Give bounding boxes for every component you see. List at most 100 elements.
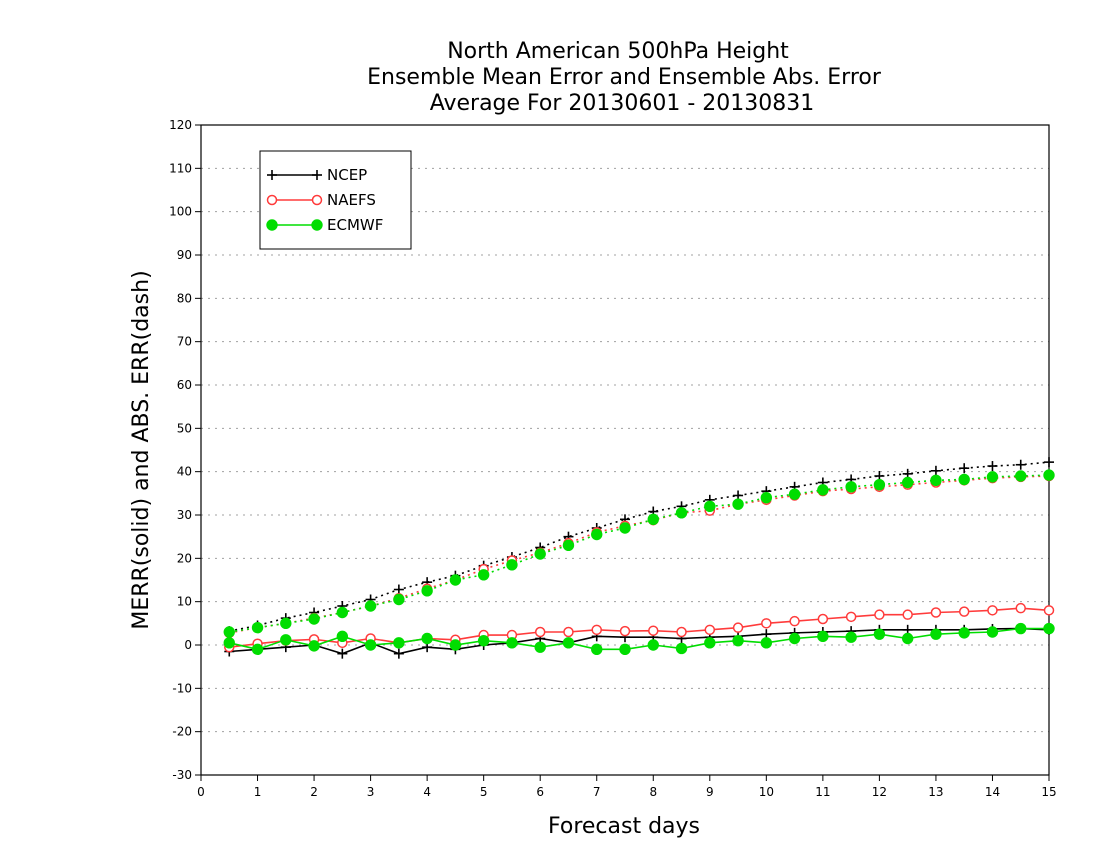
merr-point-ecmwf — [364, 639, 377, 651]
merr-point-ecmwf — [986, 626, 999, 638]
merr-point-ecmwf — [930, 628, 942, 640]
merr-point-ecmwf — [449, 639, 462, 651]
merr-point-ecmwf — [534, 641, 546, 653]
legend-marker — [311, 219, 323, 231]
legend-marker — [266, 194, 278, 206]
merr-point-ecmwf — [873, 628, 886, 640]
y-tick-label: 20 — [177, 551, 192, 565]
chart-title: North American 500hPa Height Ensemble Me… — [367, 39, 882, 116]
legend-item-ncep: NCEP — [267, 166, 367, 184]
x-tick-label: 11 — [815, 785, 830, 799]
merr-point-ecmwf — [647, 639, 659, 651]
x-tick-label: 7 — [593, 785, 601, 799]
legend-label: NCEP — [327, 166, 367, 184]
merr-point-ecmwf — [817, 630, 829, 643]
legend-marker — [266, 219, 278, 231]
merr-point-naefs — [930, 607, 942, 618]
abs-err-point-ecmwf — [675, 507, 688, 519]
abs-err-point-ecmwf — [308, 613, 320, 625]
merr-point-naefs — [563, 626, 574, 638]
merr-point-naefs — [987, 605, 998, 616]
x-tick-label: 0 — [197, 785, 205, 799]
merr-point-naefs — [1015, 602, 1026, 614]
abs-err-point-ncep — [1015, 459, 1026, 470]
merr-point-naefs — [676, 626, 687, 638]
legend-marker — [267, 170, 277, 180]
abs-err-point-ecmwf — [223, 626, 235, 638]
abs-err-point-ecmwf — [336, 606, 349, 619]
abs-err-point-ecmwf — [873, 478, 886, 491]
merr-point-ecmwf — [421, 632, 433, 645]
x-tick-label: 8 — [649, 785, 657, 799]
merr-point-naefs — [817, 613, 829, 625]
legend-item-ecmwf: ECMWF — [266, 216, 383, 234]
abs-err-point-ecmwf — [930, 474, 942, 487]
y-tick-label: 80 — [177, 291, 192, 305]
merr-point-naefs — [761, 618, 772, 629]
merr-point-naefs — [845, 611, 857, 623]
title-line-3: Average For 20130601 - 20130831 — [430, 91, 815, 116]
merr-point-naefs — [619, 625, 631, 637]
plot-area-frame — [200, 124, 1050, 776]
merr-point-ecmwf — [393, 637, 405, 649]
data-series — [223, 457, 1055, 659]
abs-err-point-ncep — [930, 465, 941, 476]
abs-err-line-naefs — [229, 475, 1050, 634]
merr-point-ecmwf — [788, 632, 801, 645]
x-tick-label: 15 — [1041, 785, 1056, 799]
abs-err-point-ncep — [393, 584, 404, 595]
merr-point-ncep — [337, 648, 348, 659]
merr-point-ecmwf — [591, 643, 603, 656]
abs-err-point-ecmwf — [562, 539, 575, 552]
abs-err-point-ecmwf — [986, 471, 999, 483]
y-tick-label: -20 — [172, 725, 192, 739]
y-tick-label: 120 — [169, 118, 192, 132]
merr-point-ecmwf — [901, 632, 914, 645]
merr-point-naefs — [874, 609, 885, 620]
merr-point-naefs — [732, 622, 744, 633]
merr-point-ecmwf — [760, 637, 773, 649]
x-tick-label: 1 — [254, 785, 262, 799]
y-tick-label: -30 — [172, 768, 192, 782]
x-tick-label: 5 — [480, 785, 488, 799]
abs-err-point-ecmwf — [364, 600, 377, 612]
abs-err-point-ecmwf — [958, 473, 970, 486]
abs-err-point-ecmwf — [421, 585, 433, 597]
x-axis-label: Forecast days — [548, 814, 700, 839]
y-tick-label: 10 — [177, 595, 192, 609]
abs-err-line-ncep — [229, 461, 1050, 632]
merr-point-ecmwf — [1015, 622, 1027, 635]
merr-point-ecmwf — [223, 637, 235, 649]
merr-point-ecmwf — [477, 634, 490, 647]
x-tick-label: 2 — [310, 785, 318, 799]
y-axis-label: MERR(solid) and ABS. ERR(dash) — [129, 270, 154, 629]
merr-point-ecmwf — [704, 637, 716, 649]
merr-point-ecmwf — [280, 634, 292, 646]
merr-point-ecmwf — [732, 634, 744, 647]
merr-point-ncep — [393, 648, 404, 659]
legend-label: NAEFS — [327, 191, 376, 209]
x-tick-label: 3 — [367, 785, 375, 799]
merr-point-ecmwf — [1043, 622, 1055, 635]
title-line-2: Ensemble Mean Error and Ensemble Abs. Er… — [367, 65, 882, 90]
merr-point-ecmwf — [675, 642, 688, 655]
y-tick-label: 0 — [184, 638, 192, 652]
y-axis-ticks: -30 -20 -10 0 10 20 30 40 50 60 70 80 90 100 110 120 — [169, 118, 201, 782]
merr-point-naefs — [1043, 605, 1055, 616]
abs-err-point-ecmwf — [280, 617, 292, 630]
abs-err-point-ecmwf — [760, 491, 773, 504]
series-naefs — [224, 470, 1055, 653]
abs-err-point-ncep — [1044, 457, 1054, 468]
y-tick-label: 40 — [177, 465, 192, 479]
merr-point-naefs — [591, 624, 602, 636]
merr-point-naefs — [534, 626, 546, 638]
x-tick-label: 4 — [423, 785, 431, 799]
abs-err-point-ecmwf — [477, 569, 490, 581]
x-tick-label: 12 — [872, 785, 887, 799]
x-axis-ticks: 0 1 2 3 4 5 6 7 8 9 10 11 12 13 14 15 — [197, 775, 1057, 799]
legend-marker — [311, 194, 323, 206]
abs-err-point-ecmwf — [449, 574, 462, 586]
merr-point-ecmwf — [251, 643, 264, 656]
abs-err-point-ncep — [959, 463, 970, 474]
